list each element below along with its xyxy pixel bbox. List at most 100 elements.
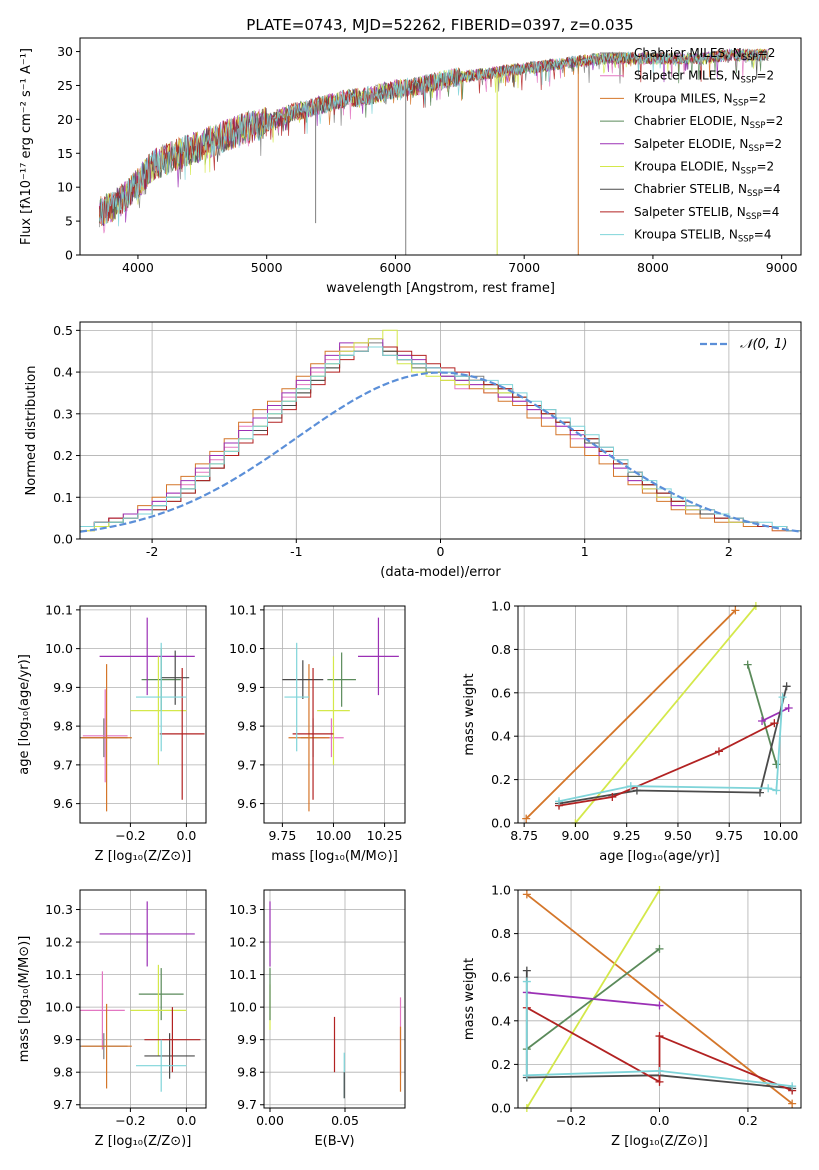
weight-line xyxy=(558,686,788,805)
weight-line xyxy=(526,893,793,1105)
x-axis-label: Z [log₁₀(Z/Z⊙)] xyxy=(611,1134,708,1149)
errorbar-point xyxy=(99,901,195,967)
weight-marker xyxy=(755,788,764,797)
y-tick-label: 10.1 xyxy=(45,967,73,982)
axes-frame xyxy=(79,605,207,824)
age-vs-Z-panel: −0.2 0.0 9.6 9.7 9.8 9.9 10.0 10.1 Z [log₁₀(Z/Z⊙… xyxy=(17,602,207,864)
y-tick-label: 1.0 xyxy=(491,599,511,614)
errorbar-point xyxy=(81,1003,132,1089)
x-tick-label: 0.0 xyxy=(176,1113,196,1128)
y-tick-label: 0.0 xyxy=(53,532,73,547)
errorbar-point xyxy=(130,656,187,765)
y-tick-label: 10.2 xyxy=(229,935,257,950)
weight-marker xyxy=(522,1071,531,1080)
y-tick-label: 9.8 xyxy=(53,719,73,734)
axes-frame xyxy=(79,889,207,1109)
spectrum-panel: 4000 5000 6000 7000 8000 9000 0 5 10 15 20 25 30 wave… xyxy=(19,37,802,296)
weight-marker xyxy=(555,797,564,806)
weight-marker xyxy=(522,814,531,823)
y-tick-label: 0.2 xyxy=(491,1057,511,1072)
y-tick-label: 9.9 xyxy=(53,1032,73,1047)
y-tick-label: 10.2 xyxy=(45,935,73,950)
weight-marker xyxy=(632,786,641,795)
y-tick-label: 0.4 xyxy=(491,1013,511,1028)
mass-vs-EBV-plot-area xyxy=(269,901,402,1099)
y-tick-label: 20 xyxy=(57,112,73,127)
errorbar-point xyxy=(136,1039,187,1092)
figure-title: PLATE=0743, MJD=52262, FIBERID=0397, z=0… xyxy=(246,16,633,34)
massweight-vs-Z-plot-area xyxy=(522,886,797,1112)
y-tick-label: 15 xyxy=(57,146,73,161)
y-tick-label: 0.2 xyxy=(53,448,73,463)
x-tick-label: 0.05 xyxy=(331,1113,359,1128)
x-tick-label: 8.75 xyxy=(510,828,538,843)
age-vs-Z-plot-area xyxy=(80,617,205,812)
y-tick-label: 10.3 xyxy=(45,902,73,917)
y-tick-label: 0.3 xyxy=(53,406,73,421)
x-tick-label: 4000 xyxy=(122,260,154,275)
weight-marker xyxy=(608,792,617,801)
y-tick-label: 10.0 xyxy=(229,641,257,656)
x-tick-label: 9.25 xyxy=(613,828,641,843)
y-tick-label: 5 xyxy=(65,214,73,229)
legend-label: Kroupa ELODIE, NSSP=2 xyxy=(634,160,774,177)
age-vs-mass-plot-area xyxy=(282,617,399,812)
legend-label: Chabrier STELIB, NSSP=4 xyxy=(634,182,781,199)
errorbar-point xyxy=(144,1007,201,1073)
x-tick-label: −0.2 xyxy=(115,1113,145,1128)
y-tick-label: 0.8 xyxy=(491,642,511,657)
weight-line xyxy=(525,981,793,1088)
weight-marker xyxy=(731,606,740,615)
weight-marker xyxy=(784,703,793,712)
weight-marker xyxy=(655,1001,664,1010)
y-tick-label: 9.8 xyxy=(53,1065,73,1080)
x-tick-label: 0.00 xyxy=(256,1113,284,1128)
y-tick-label: 9.7 xyxy=(237,757,257,772)
legend-label: Kroupa STELIB, NSSP=4 xyxy=(634,228,772,245)
weight-marker xyxy=(743,660,752,669)
weight-line xyxy=(525,609,737,820)
y-tick-label: 1.0 xyxy=(491,883,511,898)
weight-line xyxy=(574,606,757,823)
errorbar-point xyxy=(80,971,125,1050)
y-tick-label: 0.6 xyxy=(491,970,511,985)
x-tick-label: 9.75 xyxy=(268,828,296,843)
x-tick-label: 1 xyxy=(581,544,589,559)
x-tick-label: −0.2 xyxy=(115,828,145,843)
y-axis-label: Normed distribution xyxy=(24,366,39,496)
massweight-vs-Z-panel: −0.2 0.0 0.2 0.0 0.2 0.4 0.6 0.8 1.0 Z [log₁₀(Z/Z… xyxy=(462,883,802,1149)
errorbar-point xyxy=(159,668,205,800)
weight-line xyxy=(558,697,784,803)
x-tick-label: 10.00 xyxy=(316,828,352,843)
weight-marker xyxy=(758,717,767,726)
y-tick-label: 0 xyxy=(65,248,73,263)
errorbar-point xyxy=(317,656,350,765)
weight-marker xyxy=(522,966,531,975)
x-tick-label: 10.00 xyxy=(763,828,799,843)
errorbar-point xyxy=(292,668,334,800)
weight-line xyxy=(761,707,790,722)
weight-marker xyxy=(778,693,787,702)
weight-line xyxy=(526,1006,793,1092)
legend-label: Chabrier MILES, NSSP=2 xyxy=(634,46,775,63)
x-axis-label: Z [log₁₀(Z/Z⊙)] xyxy=(95,849,192,864)
errorbar-point xyxy=(327,652,356,707)
y-tick-label: 10.0 xyxy=(45,641,73,656)
y-tick-label: 0.1 xyxy=(53,490,73,505)
y-tick-label: 10 xyxy=(57,180,73,195)
y-tick-label: 25 xyxy=(57,78,73,93)
x-axis-label: (data-model)/error xyxy=(380,565,501,580)
y-tick-label: 9.8 xyxy=(237,719,257,734)
y-tick-label: 0.0 xyxy=(491,1101,511,1116)
y-tick-label: 0.0 xyxy=(491,816,511,831)
y-tick-label: 9.9 xyxy=(237,1032,257,1047)
y-tick-label: 0.4 xyxy=(491,729,511,744)
y-tick-label: 10.3 xyxy=(229,902,257,917)
errorbar-point xyxy=(144,1033,195,1079)
x-axis-label: age [log₁₀(age/yr)] xyxy=(599,849,720,864)
y-tick-label: 10.0 xyxy=(45,1000,73,1015)
axes-frame xyxy=(79,37,802,256)
y-tick-label: 9.9 xyxy=(237,680,257,695)
errorbar-point xyxy=(288,664,330,812)
y-tick-label: 10.0 xyxy=(229,1000,257,1015)
